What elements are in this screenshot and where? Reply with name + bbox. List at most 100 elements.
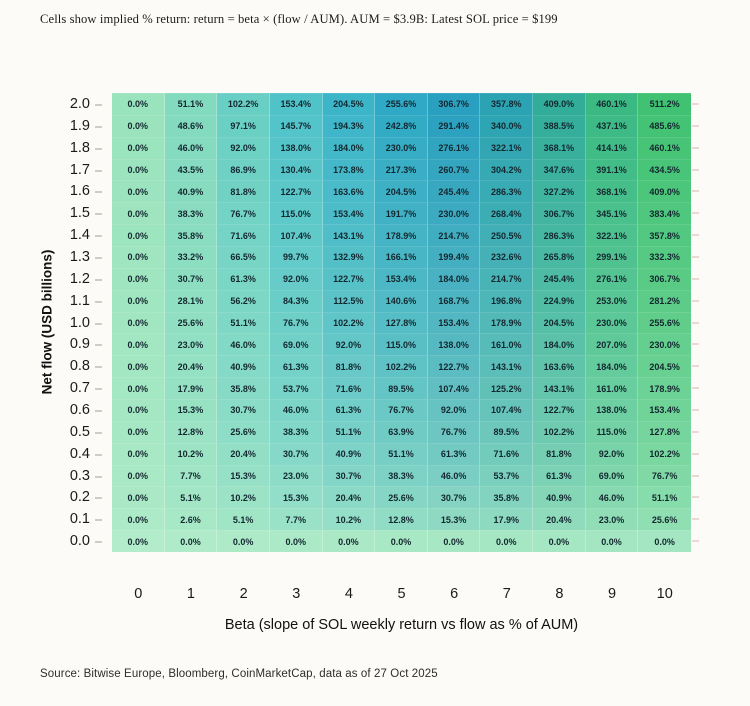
y-axis-tick-label: 0.9 (0, 333, 104, 355)
y-tick-mark (95, 322, 102, 325)
heatmap-cell: 0.0% (112, 224, 165, 246)
heatmap-cell: 340.0% (480, 114, 534, 137)
heatmap-cell: 204.5% (322, 93, 376, 115)
heatmap-cell: 122.7% (427, 355, 481, 378)
y-axis-tick-label: 0.7 (0, 377, 104, 399)
y-axis-tick-label: 1.2 (0, 268, 104, 290)
heatmap-cell: 30.7% (269, 442, 323, 465)
y-axis: 2.0 1.9 1.8 1.7 1.6 1.5 1.4 1.3 1.2 1.1 1.0 0.9 0.8 0… (0, 93, 104, 552)
heatmap-cell: 38.3% (375, 464, 428, 487)
heatmap-cell: 357.8% (480, 93, 534, 115)
heatmap-cell: 15.3% (217, 464, 270, 487)
right-tick-mark (692, 255, 699, 258)
right-tick-mark (692, 408, 699, 411)
heatmap-cell: 125.2% (480, 377, 534, 399)
y-tick-mark (95, 453, 102, 456)
heatmap-cell: 76.7% (638, 464, 691, 487)
heatmap-cell: 76.7% (269, 311, 323, 334)
heatmap-cell: 81.8% (217, 180, 270, 203)
heatmap-cell: 132.9% (322, 246, 376, 268)
heatmap-cell: 81.8% (322, 355, 376, 378)
heatmap-cell: 46.0% (164, 136, 218, 159)
heatmap-cell: 184.0% (585, 355, 639, 378)
right-tick-mark (692, 518, 699, 521)
heatmap-cell: 115.0% (585, 420, 639, 443)
heatmap-cell: 112.5% (322, 289, 376, 312)
heatmap-cell: 0.0% (112, 158, 165, 181)
y-axis-tick-label: 0.1 (0, 508, 104, 530)
heatmap-cell: 25.6% (375, 486, 428, 509)
heatmap-cell: 86.9% (217, 158, 270, 181)
heatmap-cell: 276.1% (585, 267, 639, 290)
heatmap-cell: 253.0% (585, 289, 639, 312)
y-axis-tick-label: 1.6 (0, 180, 104, 202)
heatmap-cell: 153.4% (375, 267, 428, 290)
y-axis-tick-label: 1.9 (0, 115, 104, 137)
x-axis-tick-label: 8 (555, 586, 564, 602)
right-tick-mark (692, 430, 699, 433)
y-tick-mark (95, 344, 102, 347)
heatmap-cell: 17.9% (164, 377, 218, 399)
y-tick-mark (95, 541, 102, 544)
heatmap-cell: 10.2% (322, 508, 376, 531)
y-tick-mark (95, 125, 102, 128)
heatmap-cell: 35.8% (480, 486, 534, 509)
heatmap-cell: 25.6% (638, 508, 691, 531)
heatmap-cell: 5.1% (217, 508, 270, 531)
heatmap-cell: 145.7% (269, 114, 323, 137)
y-axis-tick-label: 0.0 (0, 530, 104, 552)
heatmap-cell: 33.2% (164, 246, 218, 268)
heatmap-cell: 230.0% (638, 333, 691, 356)
heatmap-cell: 0.0% (217, 530, 270, 552)
heatmap-cell: 191.7% (375, 202, 428, 225)
heatmap-cell: 245.4% (427, 180, 481, 203)
heatmap-cell: 161.0% (480, 333, 534, 356)
heatmap-cell: 485.6% (638, 114, 691, 137)
heatmap-cell: 0.0% (112, 93, 165, 115)
heatmap-cell: 48.6% (164, 114, 218, 137)
heatmap-cell: 143.1% (322, 224, 376, 246)
heatmap-cell: 115.0% (375, 333, 428, 356)
y-axis-tick-label: 1.8 (0, 137, 104, 159)
heatmap-cell: 306.7% (638, 267, 691, 290)
heatmap-cell: 15.3% (164, 399, 218, 421)
heatmap-cell: 0.0% (112, 464, 165, 487)
heatmap-cell: 30.7% (164, 267, 218, 290)
heatmap-cell: 23.0% (164, 333, 218, 356)
heatmap-cell: 207.0% (585, 333, 639, 356)
heatmap-cell: 40.9% (322, 442, 376, 465)
y-axis-tick-label: 1.1 (0, 290, 104, 312)
heatmap-cell: 230.0% (427, 202, 481, 225)
heatmap-cell: 391.1% (585, 158, 639, 181)
heatmap-cell: 0.0% (112, 180, 165, 203)
heatmap-cell: 138.0% (427, 333, 481, 356)
heatmap-cell: 230.0% (585, 311, 639, 334)
heatmap-cell: 107.4% (269, 224, 323, 246)
heatmap-cell: 204.5% (638, 355, 691, 378)
heatmap-cell: 25.6% (164, 311, 218, 334)
heatmap-cell: 196.8% (480, 289, 534, 312)
heatmap-cell: 184.0% (322, 136, 376, 159)
heatmap-cell: 2.6% (164, 508, 218, 531)
heatmap-cell: 46.0% (217, 333, 270, 356)
heatmap-cell: 51.1% (638, 486, 691, 509)
heatmap-grid: 0.0% 51.1% 102.2% 153.4% 204.5% 255.6% 306.7% 3… (112, 93, 691, 552)
heatmap-cell: 194.3% (322, 114, 376, 137)
heatmap-cell: 368.1% (585, 180, 639, 203)
heatmap-cell: 12.8% (375, 508, 428, 531)
heatmap-cell: 76.7% (427, 420, 481, 443)
heatmap-cell: 347.6% (533, 158, 586, 181)
y-tick-mark (95, 497, 102, 500)
heatmap-cell: 0.0% (638, 530, 691, 552)
heatmap-cell: 199.4% (427, 246, 481, 268)
heatmap-cell: 15.3% (269, 486, 323, 509)
y-axis-tick-label: 0.2 (0, 486, 104, 508)
heatmap-cell: 0.0% (375, 530, 428, 552)
heatmap-cell: 0.0% (112, 399, 165, 421)
y-tick-mark (95, 191, 102, 194)
y-axis-tick-label: 0.5 (0, 421, 104, 443)
heatmap-cell: 245.4% (533, 267, 586, 290)
heatmap-cell: 178.9% (638, 377, 691, 399)
heatmap-cell: 265.8% (533, 246, 586, 268)
heatmap-cell: 51.1% (164, 93, 218, 115)
